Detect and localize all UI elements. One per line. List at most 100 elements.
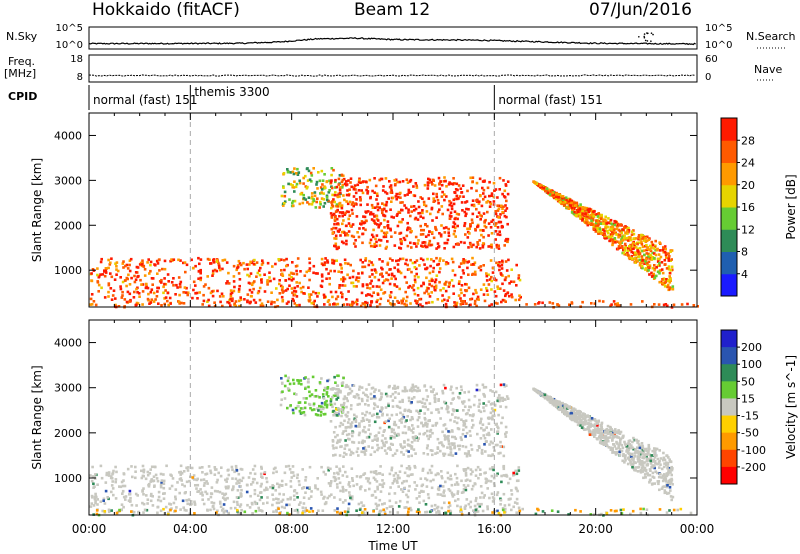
power-cell <box>440 224 443 227</box>
vel-cell <box>335 414 339 417</box>
power-cell <box>404 290 407 294</box>
power-cell <box>337 270 340 273</box>
power-cell <box>472 292 475 296</box>
power-cell <box>418 264 421 267</box>
power-cell <box>116 269 120 273</box>
vel-cell <box>204 473 207 476</box>
power-cell <box>597 212 600 215</box>
power-cell <box>438 280 441 284</box>
power-cell <box>266 300 270 303</box>
vel-cell <box>455 386 458 390</box>
power-cell <box>128 263 131 267</box>
power-cell <box>438 257 442 260</box>
vel-cell <box>464 425 468 429</box>
power-cell <box>239 296 242 299</box>
power-cell <box>393 244 397 247</box>
vel-cell <box>385 507 389 510</box>
power-cell <box>385 245 388 249</box>
vel-cell <box>314 486 317 490</box>
power-cell <box>441 294 444 297</box>
power-cell <box>398 287 401 291</box>
vel-cell <box>394 391 397 394</box>
vel-cell <box>89 474 92 477</box>
power-cell <box>451 183 455 186</box>
vel-cell <box>474 499 478 503</box>
vel-cell <box>500 474 503 478</box>
vel-cell <box>344 429 348 433</box>
power-cell <box>447 231 450 234</box>
vel-cell <box>464 504 467 508</box>
power-cell <box>370 268 374 272</box>
vel-cell <box>468 454 472 457</box>
power-cell <box>551 191 555 195</box>
vel-cell <box>478 402 481 406</box>
power-cell <box>376 194 379 198</box>
power-cell <box>600 232 603 235</box>
power-cell <box>97 290 100 293</box>
power-cell <box>89 303 92 306</box>
vel-cell <box>377 431 381 434</box>
vel-cell <box>480 491 484 495</box>
vel-cell <box>426 395 430 398</box>
vel-cell <box>156 505 159 509</box>
power-cell <box>176 286 179 289</box>
power-cell <box>647 264 651 267</box>
vel-cell <box>423 416 427 420</box>
vel-cell <box>358 385 362 389</box>
vel-cell <box>428 430 432 433</box>
power-cell <box>371 189 374 193</box>
power-cell <box>125 284 128 288</box>
power-cell <box>319 203 322 206</box>
vel-cell <box>362 511 366 515</box>
power-cell <box>328 277 331 280</box>
power-cell <box>633 251 637 254</box>
power-cell <box>401 201 404 204</box>
power-cell <box>329 212 333 215</box>
power-cell <box>647 238 651 241</box>
vel-cell <box>449 447 452 450</box>
power-cell <box>113 278 117 281</box>
vel-cell <box>326 379 329 383</box>
power-cell <box>336 195 340 199</box>
vel-cell <box>668 458 671 461</box>
power-cell <box>321 279 324 283</box>
vel-cell <box>382 430 386 433</box>
power-cell <box>602 218 605 221</box>
vel-cell <box>155 477 159 480</box>
vel-cell <box>415 409 418 413</box>
vel-cell <box>92 504 96 507</box>
power-cell <box>178 300 181 304</box>
vel-cell <box>496 491 500 494</box>
power-cell <box>260 302 264 305</box>
power-cell <box>148 272 151 275</box>
vel-cell <box>130 503 134 507</box>
vel-cell <box>517 506 521 510</box>
vel-cell <box>147 485 151 488</box>
vel-cell <box>335 483 339 486</box>
power-cell <box>472 263 475 266</box>
power-cell <box>292 204 295 208</box>
vel-cell <box>308 394 312 398</box>
vel-cell <box>332 454 335 457</box>
power-cell <box>119 285 122 288</box>
vel-cell <box>344 385 348 389</box>
power-cell <box>564 196 568 199</box>
power-cell <box>363 221 367 224</box>
power-cell <box>465 289 468 293</box>
power-cell <box>314 272 318 275</box>
vel-cell <box>394 432 397 436</box>
power-cell <box>461 209 464 212</box>
vel-cell <box>367 445 370 448</box>
vel-cell <box>399 411 402 415</box>
vel-cell <box>317 509 320 512</box>
power-cell <box>253 258 256 262</box>
power-cell <box>489 202 493 206</box>
power-cell <box>125 300 129 304</box>
power-cell <box>348 188 351 191</box>
vel-cell <box>221 496 225 499</box>
power-cell <box>669 250 672 253</box>
power-cell <box>242 261 245 265</box>
vel-cell <box>360 501 363 504</box>
vel-cell <box>503 385 507 388</box>
power-cell <box>333 200 336 204</box>
